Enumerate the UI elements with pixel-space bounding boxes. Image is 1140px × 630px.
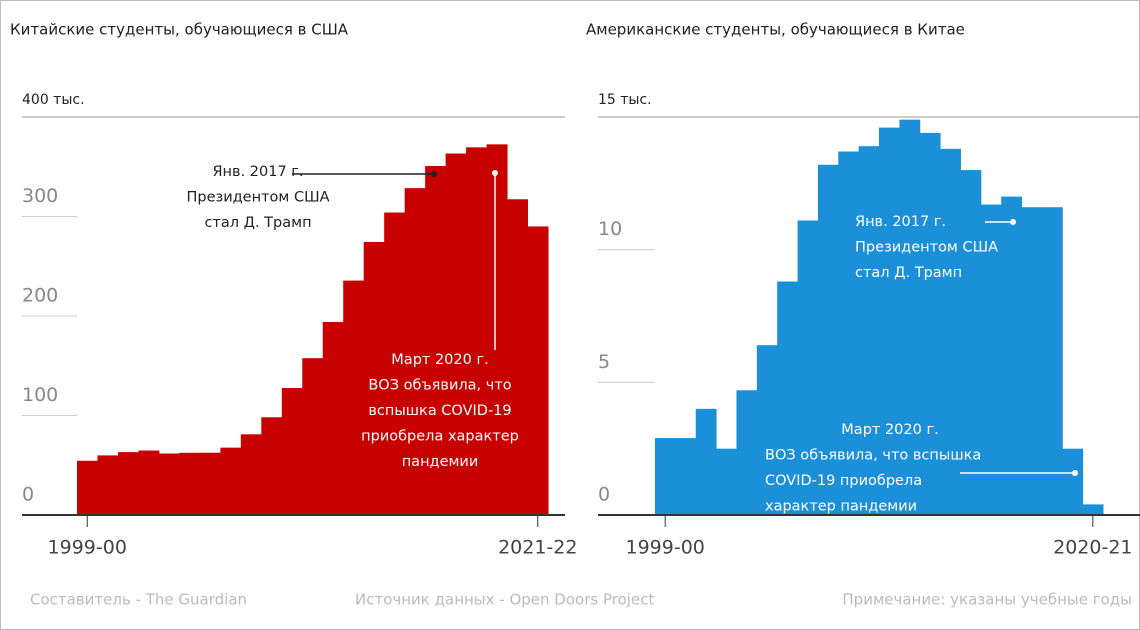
x-tick-label: 1999-00 <box>48 537 127 559</box>
step-bar <box>736 390 758 515</box>
step-bar <box>138 450 160 515</box>
step-bar <box>281 388 303 515</box>
annotation-text: Янв. 2017 г. <box>212 164 303 180</box>
y-tick-label: 10 <box>598 218 622 240</box>
step-bar <box>158 453 180 515</box>
step-bar <box>716 448 737 515</box>
step-bar <box>858 146 880 516</box>
step-bar <box>919 132 941 516</box>
step-bar <box>777 281 799 515</box>
step-bar <box>199 452 221 515</box>
annotation-text: стал Д. Трамп <box>855 265 962 281</box>
step-bar <box>117 452 139 515</box>
step-bar <box>1041 207 1063 516</box>
step-bar <box>384 212 406 515</box>
step-bar <box>240 434 262 515</box>
annotation-dot <box>1010 219 1016 225</box>
annotation-text: Март 2020 г. <box>391 352 488 368</box>
step-bar <box>527 226 549 515</box>
annotation-text: характер пандемии <box>765 499 917 515</box>
annotation-text: приобрела характер <box>361 429 519 445</box>
y-tick-label: 100 <box>22 384 58 406</box>
footer-text: Источник данных - Open Doors Project <box>355 591 654 609</box>
annotation-text: вспышка COVID-19 <box>368 403 511 419</box>
annotation-text: Президентом США <box>186 190 329 206</box>
step-bar <box>817 164 839 515</box>
y-tick-label: 5 <box>598 351 610 373</box>
footer-text: Составитель - The Guardian <box>30 591 247 609</box>
step-bar <box>940 148 961 515</box>
step-bar <box>77 460 98 515</box>
step-bar <box>675 438 697 515</box>
step-bar <box>797 220 819 516</box>
annotation-text: Март 2020 г. <box>841 422 938 438</box>
annotation-text: Янв. 2017 г. <box>855 214 946 230</box>
y-tick-label: 15 тыс. <box>598 92 652 108</box>
step-bar <box>655 438 676 515</box>
step-bar <box>756 345 778 515</box>
step-bar <box>97 455 119 515</box>
step-bar <box>404 188 426 515</box>
y-tick-label: 0 <box>22 484 34 506</box>
step-bar <box>1082 504 1104 515</box>
x-tick-label: 1999-00 <box>625 537 704 559</box>
step-bar <box>960 170 982 516</box>
annotation-dot <box>431 171 437 177</box>
step-bar <box>445 153 467 516</box>
x-tick-label: 2020-21 <box>1053 537 1132 559</box>
step-bar <box>507 199 529 515</box>
annotation-text: COVID-19 приобрела <box>765 473 922 489</box>
step-bar <box>695 408 717 515</box>
annotation-text: пандемии <box>402 454 479 470</box>
step-bar <box>322 321 344 515</box>
step-bar <box>261 417 283 515</box>
step-bar <box>879 127 900 515</box>
annotation-text: ВОЗ объявила, что <box>368 378 511 394</box>
y-tick-label: 300 <box>22 185 58 207</box>
step-bar <box>1021 207 1043 516</box>
chart-title: Американские студенты, обучающиеся в Кит… <box>586 21 965 39</box>
footer-text: Примечание: указаны учебные годы <box>842 591 1132 609</box>
y-tick-label: 400 тыс. <box>22 92 85 108</box>
step-bar <box>980 204 1002 515</box>
x-tick-label: 2021-22 <box>498 537 577 559</box>
step-bar <box>1001 196 1023 515</box>
step-bar <box>343 280 365 515</box>
y-tick-label: 200 <box>22 285 58 307</box>
step-bar <box>486 144 508 516</box>
step-bar <box>466 147 488 515</box>
annotation-text: ВОЗ объявила, что вспышка <box>765 448 981 464</box>
annotation-text: Президентом США <box>855 240 998 256</box>
annotation-dot <box>1072 470 1078 476</box>
annotation-text: стал Д. Трамп <box>204 215 311 231</box>
step-bar <box>425 165 447 516</box>
step-bar <box>302 358 324 515</box>
step-bar <box>899 119 921 516</box>
step-bar <box>363 241 385 516</box>
chart-title: Китайские студенты, обучающиеся в США <box>10 21 349 39</box>
step-bar <box>179 452 201 515</box>
step-bar <box>1062 448 1084 515</box>
annotation-dot <box>492 170 498 176</box>
step-bar <box>220 447 242 515</box>
y-tick-label: 0 <box>598 484 610 506</box>
step-bar <box>838 151 860 515</box>
